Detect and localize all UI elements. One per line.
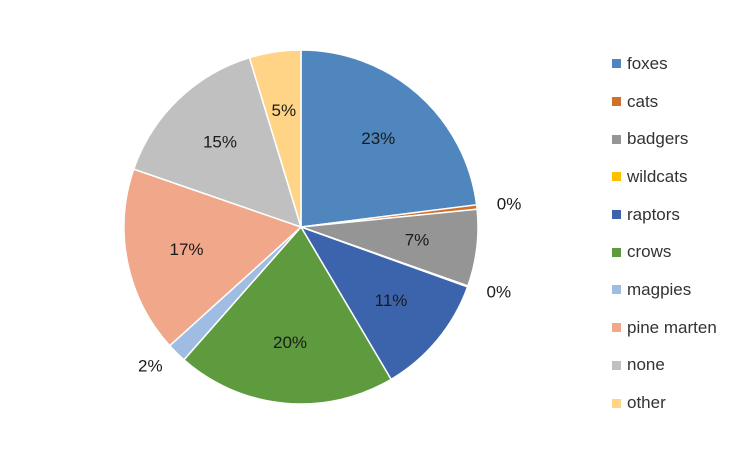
legend-item-crows: crows: [612, 233, 717, 271]
legend-swatch: [612, 172, 621, 182]
data-label-badgers: 7%: [405, 230, 430, 249]
legend-item-cats: cats: [612, 83, 717, 121]
legend-item-foxes: foxes: [612, 45, 717, 83]
data-label-other: 5%: [272, 101, 297, 120]
legend-swatch: [612, 398, 621, 408]
data-label-none: 15%: [203, 132, 237, 151]
legend-label: crows: [627, 242, 672, 262]
pie-slice-foxes: [300, 49, 478, 228]
legend-label: badgers: [627, 129, 689, 149]
data-label-raptors: 11%: [375, 291, 408, 310]
data-label-crows: 20%: [273, 333, 307, 352]
pie-slice-pine-marten: [123, 168, 303, 347]
legend-label: wildcats: [627, 166, 688, 186]
legend-label: none: [627, 355, 665, 375]
legend-swatch: [612, 97, 621, 107]
legend-swatch: [612, 323, 621, 333]
pie-slice-none: [132, 56, 303, 229]
legend-item-magpies: magpies: [612, 271, 717, 309]
legend-swatch: [612, 210, 621, 220]
data-label-wildcats: 0%: [487, 283, 512, 302]
legend-item-pine-marten: pine marten: [612, 309, 717, 347]
data-label-cats: 0%: [497, 194, 522, 213]
data-label-foxes: 23%: [361, 129, 395, 148]
data-label-magpies: 2%: [138, 357, 163, 376]
legend-item-other: other: [612, 384, 717, 422]
chart-legend: foxes cats badgers wildcats raptors crows magp…: [612, 45, 717, 422]
legend-swatch: [612, 134, 621, 144]
legend-swatch: [612, 360, 621, 370]
legend-swatch: [612, 59, 621, 69]
legend-swatch: [612, 247, 621, 257]
pie-slice-crows: [182, 225, 393, 405]
legend-item-none: none: [612, 347, 717, 385]
legend-label: pine marten: [627, 317, 717, 337]
pie-slice-raptors: [299, 225, 469, 381]
legend-label: raptors: [627, 204, 680, 224]
legend-item-badgers: badgers: [612, 120, 717, 158]
pie-slice-other: [248, 49, 302, 228]
legend-label: magpies: [627, 279, 692, 299]
legend-label: cats: [627, 91, 659, 111]
legend-label: foxes: [627, 53, 668, 73]
data-label-pine-marten: 17%: [170, 240, 204, 259]
legend-swatch: [612, 285, 621, 295]
legend-item-wildcats: wildcats: [612, 158, 717, 196]
legend-label: other: [627, 393, 666, 413]
legend-item-raptors: raptors: [612, 196, 717, 234]
